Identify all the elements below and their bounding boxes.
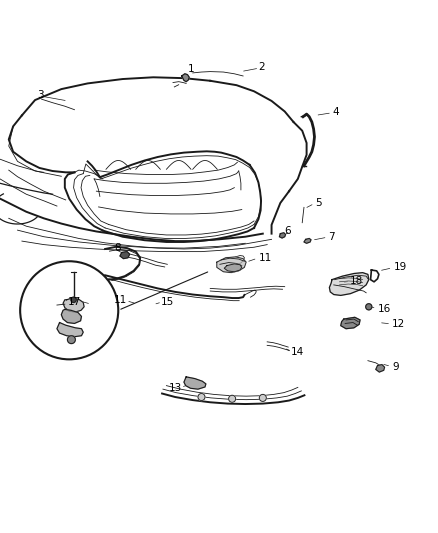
Text: 16: 16	[378, 304, 391, 313]
Text: 17: 17	[68, 296, 81, 306]
Polygon shape	[63, 298, 84, 312]
Text: 14: 14	[291, 347, 304, 357]
Polygon shape	[329, 273, 369, 295]
Text: 4: 4	[333, 107, 339, 117]
Circle shape	[229, 395, 236, 402]
Text: 3: 3	[37, 90, 44, 100]
Circle shape	[366, 304, 372, 310]
Text: 11: 11	[258, 253, 272, 263]
Text: 8: 8	[114, 243, 120, 253]
Circle shape	[198, 393, 205, 400]
Polygon shape	[217, 257, 246, 273]
Circle shape	[67, 336, 75, 344]
Polygon shape	[341, 317, 360, 329]
Polygon shape	[120, 252, 130, 259]
Text: 11: 11	[114, 295, 127, 305]
Polygon shape	[182, 74, 189, 82]
Polygon shape	[184, 377, 206, 389]
Text: 2: 2	[258, 62, 265, 72]
Polygon shape	[376, 365, 385, 372]
Text: 15: 15	[161, 297, 174, 308]
Text: 1: 1	[188, 63, 195, 74]
Polygon shape	[224, 264, 242, 272]
Polygon shape	[304, 238, 311, 243]
Text: 7: 7	[328, 232, 335, 242]
Text: 19: 19	[393, 262, 406, 272]
Text: 18: 18	[350, 276, 363, 286]
Text: 12: 12	[392, 319, 405, 329]
Text: 6: 6	[285, 225, 291, 236]
Text: 5: 5	[315, 198, 322, 208]
Text: 13: 13	[169, 383, 182, 393]
Polygon shape	[279, 233, 286, 238]
Text: 9: 9	[392, 362, 399, 372]
Circle shape	[259, 394, 266, 401]
Polygon shape	[57, 322, 83, 336]
Polygon shape	[61, 310, 81, 324]
Circle shape	[71, 297, 76, 302]
